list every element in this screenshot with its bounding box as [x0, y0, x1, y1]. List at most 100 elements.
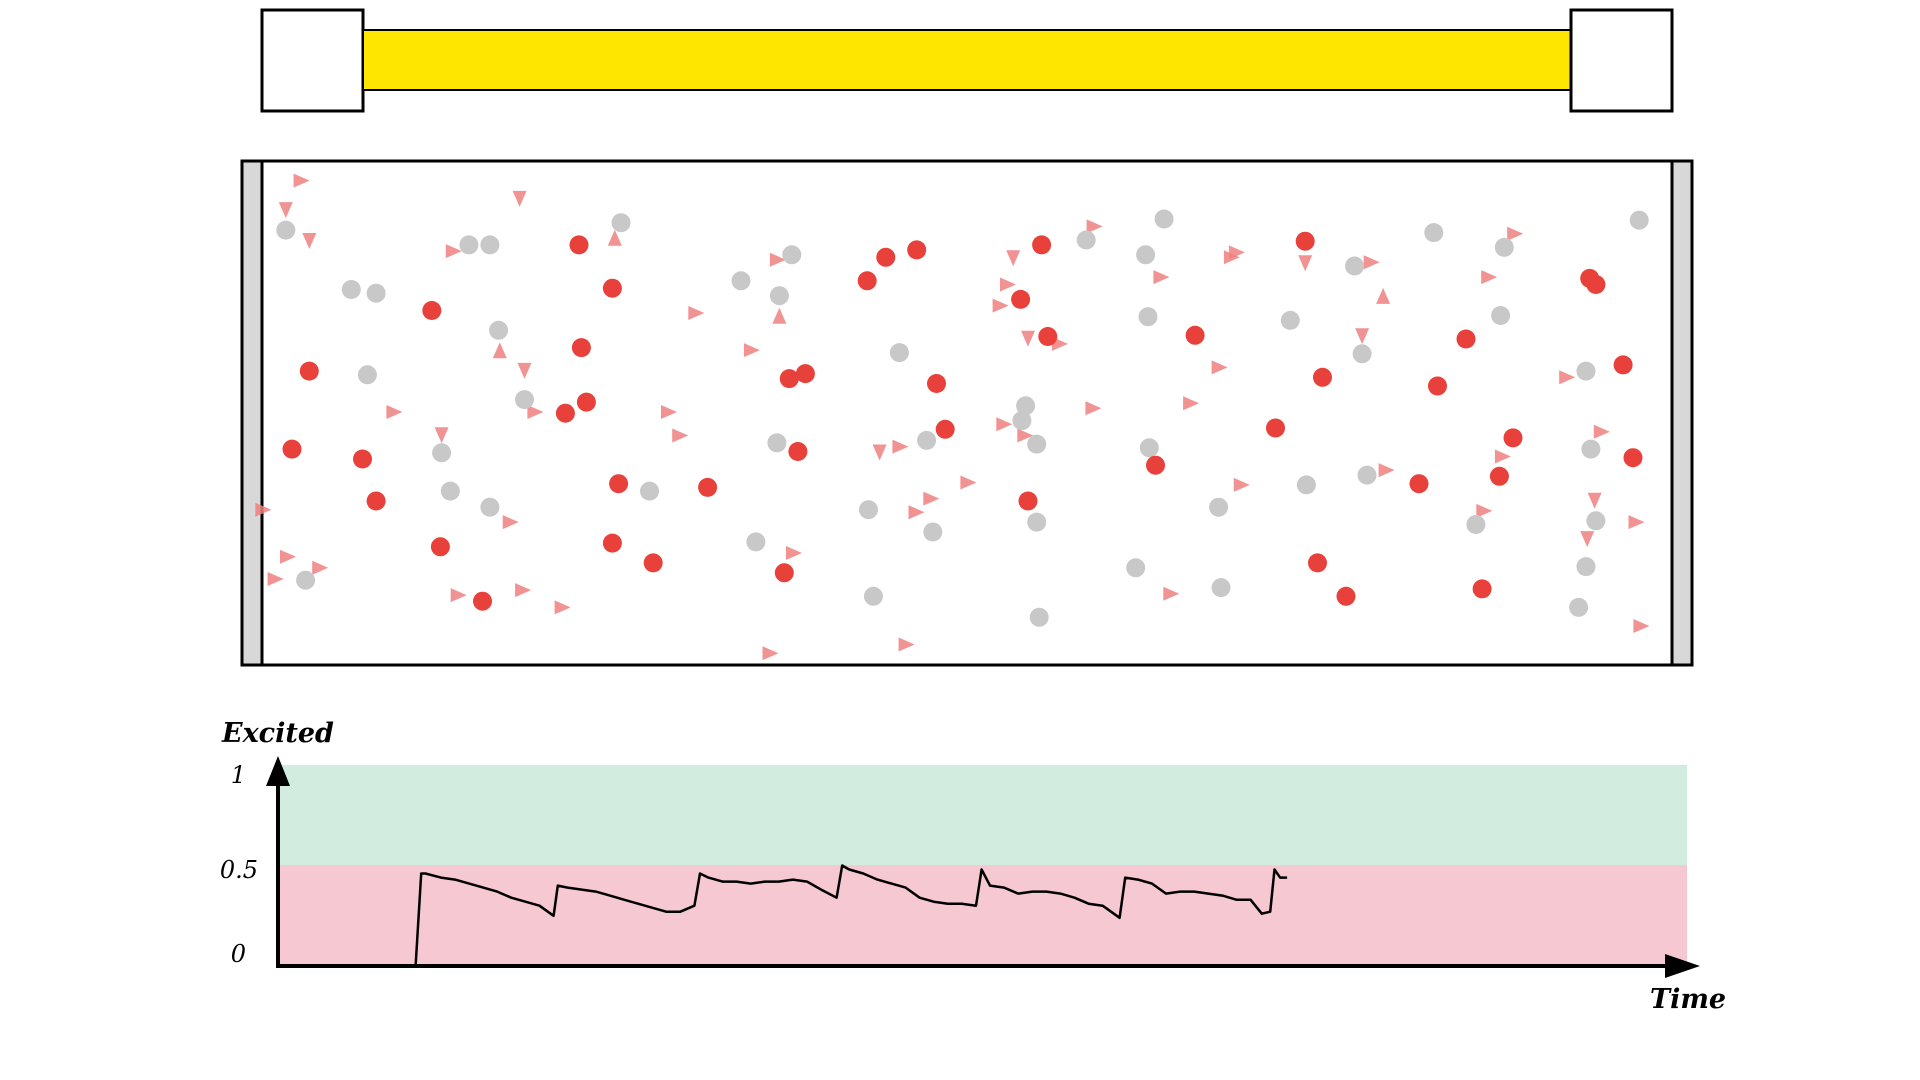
y-tick-label-0.5: 0.5 — [220, 856, 258, 884]
laser-chamber — [240, 159, 1694, 667]
photon-42 — [1153, 270, 1170, 285]
ground-atom-37 — [1280, 310, 1300, 330]
ground-atom-44 — [1491, 306, 1511, 325]
y-axis-label: Excited — [221, 718, 334, 749]
photon-41 — [1086, 219, 1103, 234]
ground-atom-48 — [1586, 511, 1606, 531]
ground-atom-4 — [459, 235, 479, 255]
ground-atoms-layer — [276, 209, 1649, 627]
photon-8 — [527, 405, 544, 419]
excited-atom-41 — [1472, 579, 1492, 599]
y-tick-label-1: 1 — [231, 761, 246, 789]
ground-atom-5 — [480, 235, 500, 255]
excited-atom-8 — [555, 403, 575, 423]
photon-55 — [1507, 226, 1524, 241]
ground-atom-49 — [1576, 557, 1596, 577]
ground-atom-13 — [296, 570, 316, 590]
excited-atom-2 — [602, 278, 622, 298]
excited-atom-38 — [1409, 474, 1429, 494]
ground-atom-7 — [611, 213, 631, 233]
excited-atom-34 — [1308, 553, 1327, 573]
photon-44 — [1223, 250, 1240, 265]
ground-atom-14 — [731, 271, 751, 291]
photon-4 — [445, 244, 462, 259]
ground-atom-29 — [1076, 230, 1096, 250]
ground-atom-45 — [1466, 515, 1486, 534]
ground-atom-46 — [1576, 361, 1596, 381]
ground-atom-39 — [1345, 256, 1365, 276]
photon-35 — [992, 298, 1009, 313]
photon-5 — [607, 229, 622, 246]
photon-49 — [1298, 255, 1313, 272]
photon-47 — [1233, 477, 1250, 492]
ground-atom-38 — [1296, 475, 1316, 495]
excited-atom-5 — [282, 439, 302, 459]
photon-29 — [892, 439, 909, 454]
y-axis-arrow — [266, 756, 290, 786]
excited-atom-21 — [788, 442, 808, 461]
ground-atom-3 — [357, 365, 377, 385]
pump-right-mirror — [1569, 8, 1674, 113]
ground-atom-2 — [366, 283, 386, 303]
excited-atom-19 — [779, 369, 799, 389]
excited-atom-43 — [1586, 275, 1606, 294]
photon-40 — [1085, 401, 1102, 416]
ground-atom-28 — [1029, 607, 1049, 627]
photon-25 — [786, 546, 802, 560]
excited-atom-36 — [1428, 376, 1447, 396]
ground-atom-8 — [515, 390, 534, 410]
photon-28 — [872, 444, 887, 461]
photon-60 — [1587, 492, 1602, 509]
ground-atom-32 — [1138, 307, 1158, 327]
photon-23 — [661, 405, 677, 419]
excited-atom-45 — [1623, 448, 1643, 468]
excited-atom-35 — [1336, 586, 1356, 606]
photon-34 — [1000, 277, 1016, 292]
x-axis-label: Time — [1650, 984, 1726, 1015]
ground-atom-50 — [1569, 597, 1589, 617]
photon-63 — [1633, 619, 1650, 633]
photon-48 — [1163, 586, 1180, 601]
excited-atom-7 — [576, 392, 596, 412]
excited-series-line — [414, 864, 1288, 967]
pump-bar-fill — [362, 29, 1572, 91]
photon-58 — [1559, 370, 1576, 385]
photon-0 — [278, 202, 293, 219]
photon-16 — [280, 549, 296, 564]
photon-32 — [960, 475, 977, 490]
excited-atom-26 — [1011, 289, 1031, 309]
photon-18 — [312, 560, 329, 575]
excited-atom-25 — [1032, 235, 1052, 255]
excited-atom-15 — [643, 553, 663, 573]
excited-atom-30 — [1185, 325, 1205, 345]
photon-37 — [1021, 330, 1035, 347]
excited-atom-1 — [422, 301, 442, 320]
photon-31 — [908, 505, 925, 520]
ground-atom-27 — [1027, 512, 1047, 532]
ground-atom-1 — [341, 280, 361, 299]
x-axis-arrow — [1665, 954, 1700, 978]
photon-33 — [1006, 250, 1021, 267]
excited-atom-18 — [857, 271, 877, 291]
ground-atom-17 — [889, 343, 909, 363]
excited-atom-23 — [927, 374, 946, 393]
photon-6 — [492, 342, 507, 359]
photon-26 — [762, 646, 779, 661]
excitation-chart: Excited Time 1 0.5 0 — [220, 718, 1726, 1015]
ground-atom-18 — [767, 433, 787, 453]
photon-51 — [1376, 287, 1391, 304]
photon-15 — [255, 502, 272, 517]
photon-61 — [1580, 531, 1595, 548]
photon-57 — [1476, 503, 1493, 518]
excited-atom-10 — [430, 537, 450, 557]
photon-11 — [502, 515, 519, 530]
ground-atom-16 — [769, 286, 789, 306]
pump-bar — [260, 8, 1674, 113]
excited-atom-31 — [1313, 367, 1332, 387]
excited-atom-12 — [609, 474, 629, 494]
excited-atom-28 — [1018, 491, 1038, 511]
excited-atom-39 — [1503, 428, 1523, 448]
photon-62 — [1628, 515, 1645, 530]
photon-2 — [302, 233, 317, 249]
photon-27 — [898, 637, 915, 652]
